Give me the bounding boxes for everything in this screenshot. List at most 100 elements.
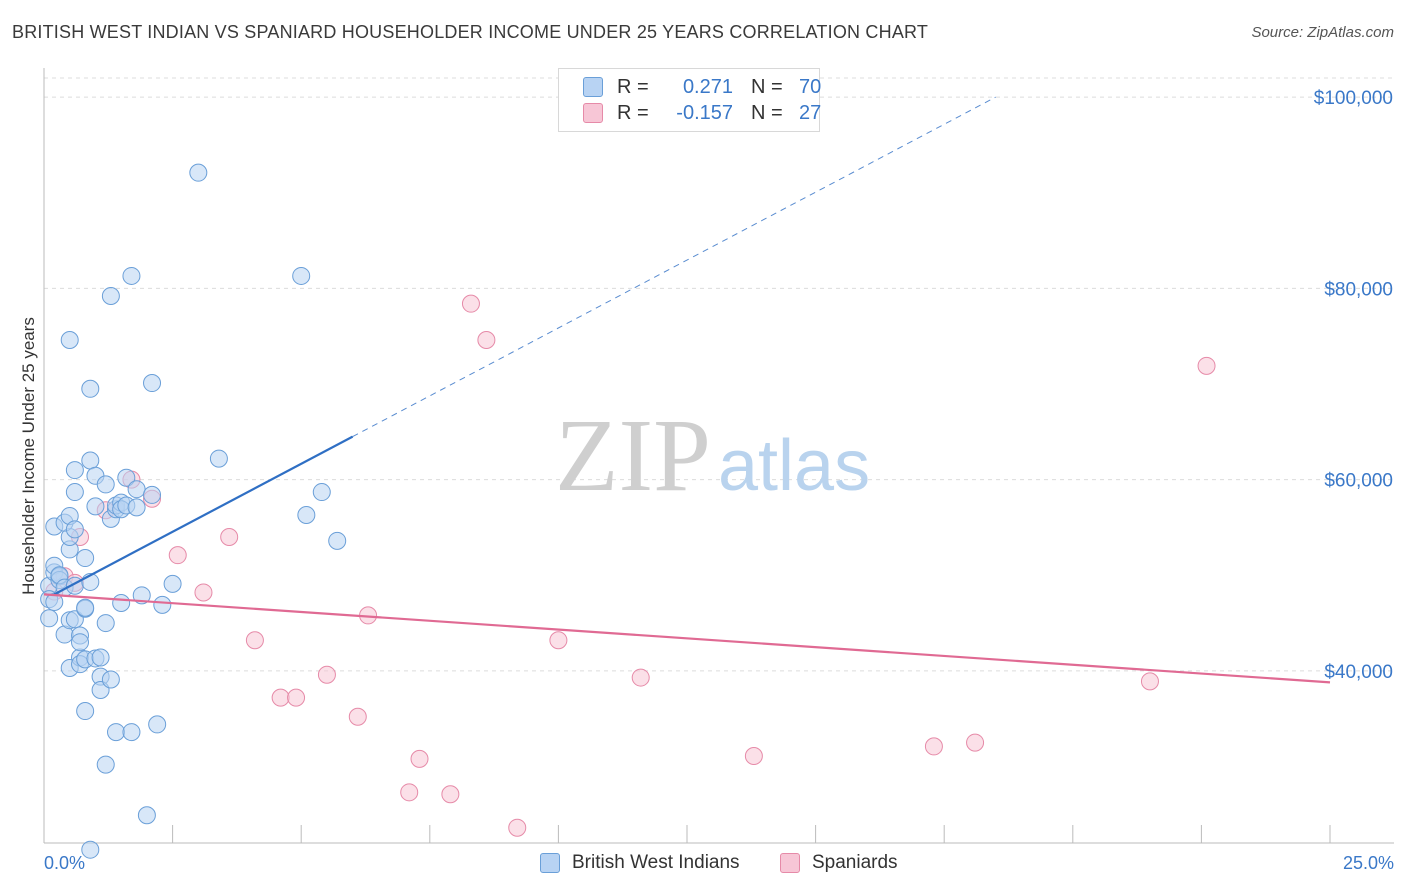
spaniards-points: [45, 294, 1216, 837]
legend-r-label: R =: [617, 101, 649, 124]
british-west-indian-point: [163, 574, 182, 593]
trend-lines: [43, 96, 1331, 684]
spaniard-point: [461, 294, 480, 313]
british-west-indian-point: [292, 266, 311, 285]
british-west-indian-point: [297, 506, 316, 525]
y-tick-label: $40,000: [1324, 662, 1393, 683]
british-west-indian-point: [117, 468, 136, 487]
british-west-indian-point: [189, 163, 208, 182]
british-west-indian-point: [153, 595, 172, 614]
spaniard-point: [631, 668, 650, 687]
x-tick-label: 0.0%: [44, 853, 85, 873]
british-west-indian-point: [60, 331, 79, 350]
legend-swatch-pink: [583, 103, 603, 123]
legend-n-label: N =: [751, 101, 783, 124]
british-west-indian-point: [209, 449, 228, 468]
spaniard-point: [168, 546, 187, 565]
british-west-indian-point: [101, 287, 120, 306]
legend-label-british-west-indians: British West Indians: [572, 852, 740, 873]
british-west-indian-point: [76, 549, 95, 568]
british-west-indian-point: [81, 451, 100, 470]
axes: [43, 68, 1394, 844]
trend-line-british-west-indians: [53, 435, 354, 596]
british-west-indians-points: [40, 163, 347, 859]
x-tick-label: 25.0%: [1343, 853, 1394, 873]
british-west-indian-point: [101, 670, 120, 689]
spaniard-point: [287, 688, 306, 707]
british-west-indian-point: [40, 609, 59, 628]
british-west-indian-point: [328, 531, 347, 550]
spaniard-point: [194, 583, 213, 602]
spaniard-point: [549, 631, 568, 650]
british-west-indian-point: [132, 586, 151, 605]
watermark-atlas: atlas: [718, 426, 870, 506]
chart-title: BRITISH WEST INDIAN VS SPANIARD HOUSEHOL…: [12, 22, 929, 42]
legend-swatch-pink: [780, 853, 800, 873]
british-west-indian-point: [122, 723, 141, 742]
british-west-indian-point: [76, 598, 95, 617]
spaniard-point: [924, 737, 943, 756]
legend-r-label: R =: [617, 75, 649, 98]
british-west-indian-point: [312, 483, 331, 502]
spaniard-point: [410, 749, 429, 768]
correlation-legend: R = 0.271 N = 70 R = -0.157 N = 27: [558, 68, 821, 132]
spaniard-point: [1140, 672, 1159, 691]
spaniard-point: [245, 631, 264, 650]
legend-r-value: -0.157: [676, 101, 733, 124]
trend-line-spaniards: [43, 593, 1331, 684]
legend-n-value: 70: [799, 75, 822, 98]
spaniard-point: [477, 331, 496, 350]
y-tick-label: $60,000: [1324, 471, 1393, 492]
legend-swatch-blue: [583, 77, 603, 97]
british-west-indian-point: [96, 755, 115, 774]
british-west-indian-point: [65, 483, 84, 502]
spaniard-point: [220, 528, 239, 546]
watermark: ZIP atlas: [555, 398, 870, 513]
british-west-indian-point: [127, 498, 146, 517]
british-west-indian-point: [137, 806, 156, 825]
british-west-indian-point: [143, 374, 162, 393]
british-west-indian-point: [81, 379, 100, 398]
british-west-indian-point: [96, 614, 115, 633]
spaniard-point: [744, 746, 763, 765]
watermark-zip: ZIP: [555, 398, 711, 513]
british-west-indian-point: [71, 633, 90, 652]
spaniard-point: [441, 785, 460, 804]
spaniard-point: [400, 783, 419, 802]
british-west-indian-point: [81, 840, 100, 859]
spaniard-point: [508, 818, 527, 837]
british-west-indian-point: [127, 480, 146, 499]
british-west-indian-point: [148, 715, 167, 734]
british-west-indian-point: [65, 461, 84, 480]
trend-line-british-west-indians-extension: [352, 96, 996, 438]
spaniard-point: [271, 688, 290, 707]
gridlines: [44, 77, 1394, 672]
legend-row-blue: R = 0.271 N = 70: [583, 75, 821, 99]
british-west-indian-point: [107, 723, 126, 742]
legend-n-label: N =: [751, 75, 783, 98]
source-label: Source: ZipAtlas.com: [1251, 24, 1394, 41]
british-west-indian-point: [112, 593, 131, 612]
bottom-legend-spaniards: Spaniards: [780, 852, 898, 874]
legend-label-spaniards: Spaniards: [812, 852, 898, 873]
legend-swatch-blue: [540, 853, 560, 873]
british-west-indian-point: [86, 497, 105, 516]
y-tick-label: $80,000: [1324, 279, 1393, 300]
legend-row-pink: R = -0.157 N = 27: [583, 101, 821, 125]
legend-r-value: 0.271: [682, 75, 733, 98]
british-west-indian-point: [91, 648, 110, 667]
british-west-indian-point: [76, 702, 95, 721]
spaniard-point: [1197, 356, 1216, 375]
british-west-indian-point: [65, 520, 84, 539]
british-west-indian-point: [96, 475, 115, 494]
bottom-legend-british-west-indians: British West Indians: [540, 852, 740, 874]
spaniard-point: [317, 665, 336, 684]
spaniard-point: [966, 733, 985, 752]
y-tick-label: $100,000: [1314, 88, 1393, 109]
british-west-indian-point: [143, 485, 162, 504]
tick-labels: $40,000 $60,000 $80,000 $100,000 0.0% 25.0%: [44, 88, 1394, 873]
british-west-indian-point: [122, 266, 141, 285]
spaniard-point: [348, 707, 367, 726]
legend-n-value: 27: [799, 101, 822, 124]
